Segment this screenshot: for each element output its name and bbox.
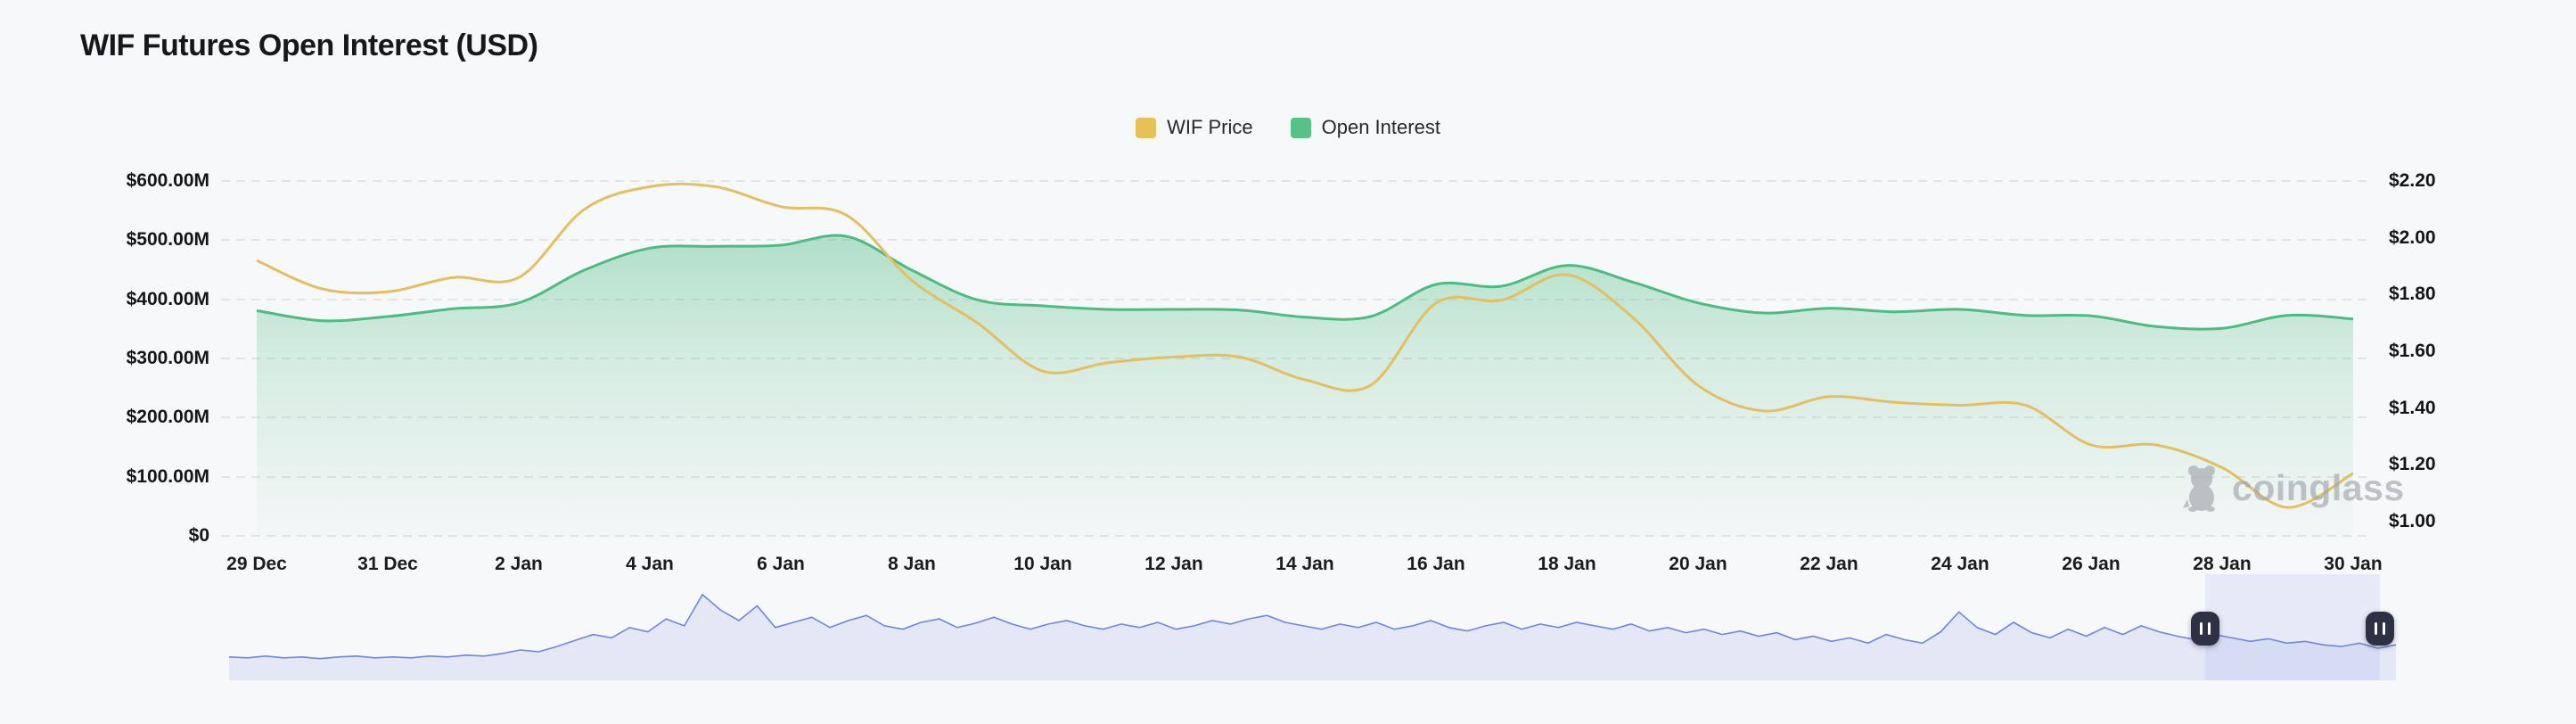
x-axis-label: 8 Jan xyxy=(888,554,936,574)
x-axis-label: 18 Jan xyxy=(1538,554,1596,574)
left-axis-label: $200.00M xyxy=(126,407,209,428)
x-axis-label: 20 Jan xyxy=(1669,554,1727,574)
left-axis-label: $100.00M xyxy=(126,465,209,487)
pause-bar-icon xyxy=(2383,622,2385,635)
pause-bar-icon xyxy=(2375,622,2377,635)
open-interest-swatch-icon xyxy=(1290,117,1311,138)
legend-item-open-interest[interactable]: Open Interest xyxy=(1290,116,1440,139)
navigator-area xyxy=(229,594,2396,680)
navigator-minimap[interactable] xyxy=(229,578,2396,680)
main-plot[interactable] xyxy=(225,181,2367,538)
right-axis-label: $1.00 xyxy=(2389,511,2436,531)
x-axis-label: 31 Dec xyxy=(357,554,418,574)
x-axis-label: 22 Jan xyxy=(1800,554,1858,574)
left-axis-label: $500.00M xyxy=(126,229,209,251)
x-axis-label: 14 Jan xyxy=(1276,554,1334,574)
x-axis-label: 12 Jan xyxy=(1144,554,1203,574)
right-axis-label: $1.60 xyxy=(2389,341,2436,361)
legend-label: Open Interest xyxy=(1321,116,1440,138)
open-interest-area xyxy=(257,234,2353,538)
x-axis-label: 29 Dec xyxy=(226,554,287,574)
wif-price-swatch-icon xyxy=(1136,117,1157,138)
x-axis-label: 16 Jan xyxy=(1407,554,1465,574)
right-axis-label: $2.20 xyxy=(2389,170,2436,191)
x-axis-label: 28 Jan xyxy=(2193,554,2252,574)
x-axis-label: 30 Jan xyxy=(2324,554,2383,574)
left-axis-label: $300.00M xyxy=(126,348,209,368)
gridline xyxy=(221,298,2371,300)
left-axis-label: $0 xyxy=(188,525,209,546)
legend: WIF Price Open Interest xyxy=(0,116,2576,139)
gridline xyxy=(221,239,2371,242)
left-axis-label: $600.00M xyxy=(126,170,209,191)
pause-bar-icon xyxy=(2208,622,2211,635)
x-axis-label: 6 Jan xyxy=(757,554,805,574)
page-title: WIF Futures Open Interest (USD) xyxy=(80,29,538,62)
wif-price-line xyxy=(256,182,2354,509)
right-axis-label: $1.40 xyxy=(2389,397,2436,418)
x-axis-label: 26 Jan xyxy=(2062,554,2121,574)
navigator-line xyxy=(229,593,2396,660)
open-interest-line xyxy=(256,234,2354,331)
right-axis-label: $2.00 xyxy=(2389,226,2436,248)
legend-label: WIF Price xyxy=(1167,116,1253,138)
right-axis-label: $1.20 xyxy=(2389,454,2436,475)
gridline xyxy=(221,180,2371,182)
x-axis-label: 2 Jan xyxy=(495,554,543,574)
pause-bar-icon xyxy=(2200,622,2203,635)
left-axis-label: $400.00M xyxy=(126,288,209,309)
x-axis-label: 4 Jan xyxy=(626,554,674,574)
navigator-selected-range[interactable] xyxy=(2205,574,2380,680)
right-axis-label: $1.80 xyxy=(2389,284,2436,305)
x-axis-label: 10 Jan xyxy=(1013,554,1072,574)
x-axis-label: 24 Jan xyxy=(1931,554,1989,574)
legend-item-wif-price[interactable]: WIF Price xyxy=(1136,116,1253,139)
navigator-left-handle[interactable] xyxy=(2191,612,2219,646)
navigator-right-handle[interactable] xyxy=(2366,612,2394,646)
